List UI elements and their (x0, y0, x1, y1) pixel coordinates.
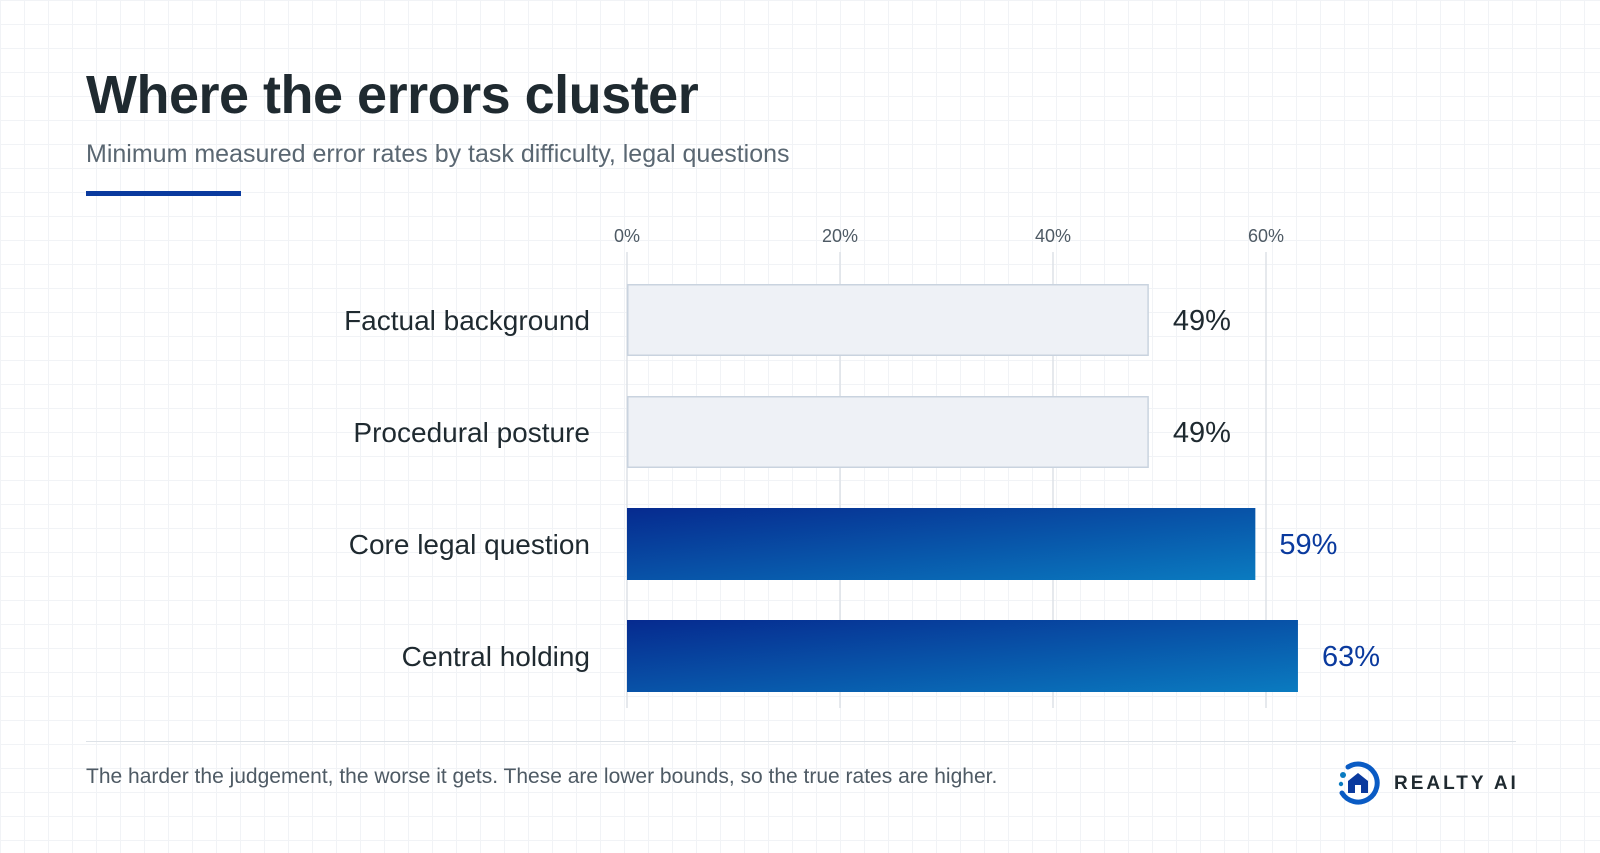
value-label: 63% (1322, 641, 1380, 673)
bar-factual-background (627, 284, 1149, 356)
x-axis-ticks: 0% 20% 40% 60% (614, 226, 1284, 246)
x-tick-label: 60% (1248, 226, 1284, 246)
value-labels: 49% 49% 59% 63% (1173, 305, 1380, 673)
chart-title: Where the errors cluster (86, 65, 699, 125)
footer-divider (86, 741, 1516, 742)
category-labels: Factual background Procedural posture Core… (344, 305, 590, 672)
value-label: 59% (1279, 529, 1337, 561)
bars (627, 284, 1298, 692)
title-accent-rule (86, 191, 241, 196)
x-tick-label: 0% (614, 226, 640, 246)
category-label: Factual background (344, 305, 590, 336)
category-label: Procedural posture (353, 417, 590, 448)
x-tick-label: 40% (1035, 226, 1071, 246)
value-label: 49% (1173, 417, 1231, 449)
value-label: 49% (1173, 305, 1231, 337)
category-label: Core legal question (349, 529, 590, 560)
bar-core-legal-question (627, 508, 1256, 580)
brand-name: REALTY AI (1394, 773, 1519, 794)
bar-chart: 0% 20% 40% 60% Factual background Procedural… (344, 226, 1380, 708)
category-label: Central holding (402, 641, 590, 672)
x-tick-label: 20% (822, 226, 858, 246)
brand: REALTY AI (1336, 760, 1526, 808)
bar-procedural-posture (627, 396, 1149, 468)
realty-ai-logo-icon (1338, 761, 1380, 805)
footnote: The harder the judgement, the worse it g… (86, 765, 998, 788)
chart-subtitle: Minimum measured error rates by task dif… (86, 140, 790, 168)
bar-central-holding (627, 620, 1298, 692)
